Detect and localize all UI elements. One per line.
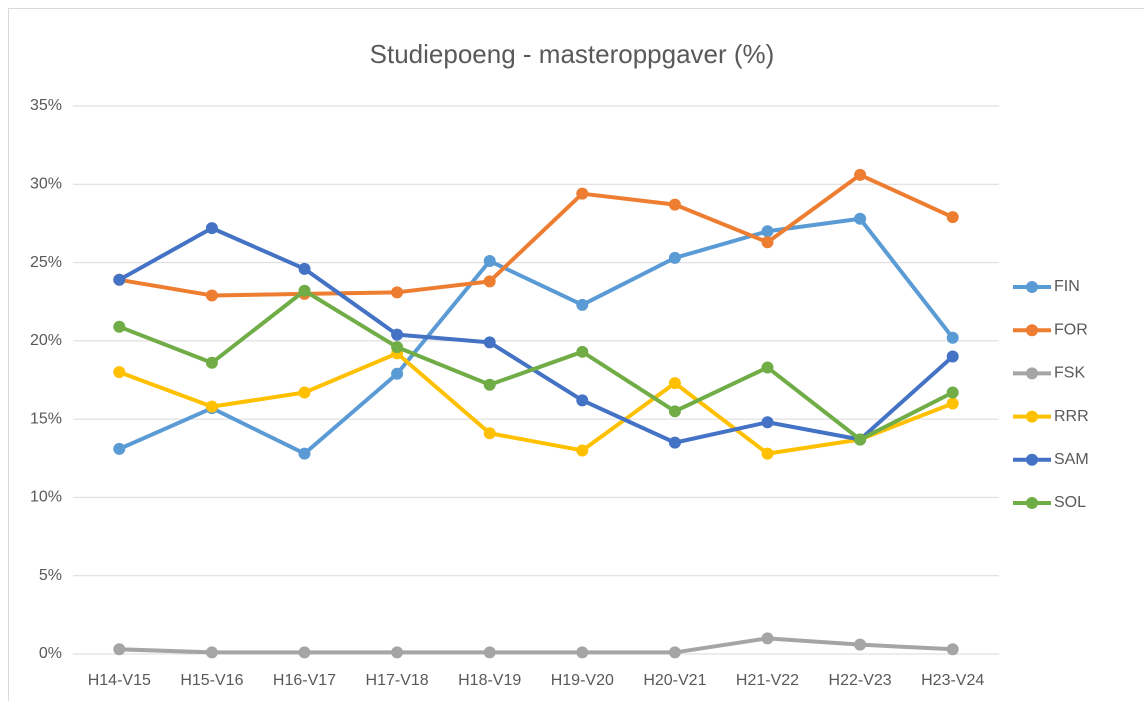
y-tick-label: 15% [30, 410, 62, 427]
x-tick-label: H16-V17 [273, 672, 336, 689]
legend-label: FIN [1054, 278, 1080, 295]
data-point [113, 273, 126, 286]
data-point [761, 225, 774, 238]
data-point [113, 643, 126, 656]
legend-label: SOL [1054, 494, 1086, 511]
series-line [118, 288, 954, 442]
x-tick-label: H21-V22 [736, 672, 799, 689]
data-point [946, 386, 959, 399]
data-point [391, 367, 404, 380]
data-point [576, 646, 589, 659]
data-point [391, 328, 404, 341]
data-point [854, 433, 867, 446]
data-point [946, 643, 959, 656]
x-tick-label: H20-V21 [643, 672, 706, 689]
series-line [118, 172, 954, 298]
x-tick-label: H23-V24 [921, 672, 984, 689]
legend-marker [1026, 367, 1038, 380]
y-tick-label: 0% [39, 645, 62, 662]
data-point [391, 286, 404, 299]
legend-label: SAM [1054, 451, 1089, 468]
data-point [668, 646, 681, 659]
data-point [946, 397, 959, 410]
data-point [205, 646, 218, 659]
legend-label: FSK [1054, 365, 1085, 382]
legend-marker [1026, 281, 1038, 293]
data-point [761, 447, 774, 460]
data-point [483, 255, 496, 268]
y-tick-label: 5% [39, 567, 62, 584]
x-tick-label: H14-V15 [88, 672, 151, 689]
data-point [854, 638, 867, 651]
data-point [483, 427, 496, 440]
data-point [113, 366, 126, 379]
legend-marker [1026, 410, 1038, 423]
data-point [391, 341, 404, 354]
data-point [576, 187, 589, 200]
data-point [576, 394, 589, 407]
data-point [205, 356, 218, 369]
data-point [946, 350, 959, 363]
data-point [576, 345, 589, 358]
legend-marker [1026, 497, 1038, 509]
data-point [668, 405, 681, 418]
series-line [119, 636, 953, 655]
x-tick-label: H18-V19 [458, 672, 521, 689]
data-point [668, 198, 681, 211]
data-point [483, 378, 496, 391]
data-point [761, 632, 774, 645]
data-point [298, 646, 311, 659]
x-tick-label: H19-V20 [551, 672, 614, 689]
data-point [668, 251, 681, 264]
y-tick-label: 10% [30, 489, 62, 506]
data-point [576, 298, 589, 311]
data-point [205, 289, 218, 302]
data-point [205, 400, 218, 413]
data-point [298, 386, 311, 399]
y-tick-label: 30% [30, 176, 62, 193]
x-tick-label: H17-V18 [366, 672, 429, 689]
data-point [113, 442, 126, 455]
data-point [946, 211, 959, 224]
data-point [761, 236, 774, 249]
data-point [298, 447, 311, 460]
data-point [298, 262, 311, 275]
legend-marker [1026, 453, 1038, 466]
chart-title: Studiepoeng - masteroppgaver (%) [370, 39, 775, 69]
y-tick-label: 35% [30, 97, 62, 114]
data-point [854, 168, 867, 181]
data-point [483, 336, 496, 349]
data-point [391, 646, 404, 659]
data-point [668, 436, 681, 449]
y-tick-label: 25% [30, 254, 62, 271]
data-point [576, 444, 589, 457]
series-line [118, 226, 955, 445]
data-point [483, 646, 496, 659]
legend-label: FOR [1054, 321, 1088, 338]
data-point [205, 222, 218, 235]
x-tick-label: H22-V23 [829, 672, 892, 689]
series-line [118, 216, 955, 456]
data-point [761, 361, 774, 374]
data-point [761, 416, 774, 429]
legend-label: RRR [1054, 408, 1089, 425]
y-tick-label: 20% [30, 332, 62, 349]
x-tick-label: H15-V16 [180, 672, 243, 689]
data-point [946, 331, 959, 344]
data-point [668, 377, 681, 390]
legend-marker [1026, 324, 1038, 337]
data-point [298, 284, 311, 297]
data-point [854, 212, 867, 225]
series-line [118, 351, 954, 456]
data-point [483, 275, 496, 288]
data-point [113, 320, 126, 333]
